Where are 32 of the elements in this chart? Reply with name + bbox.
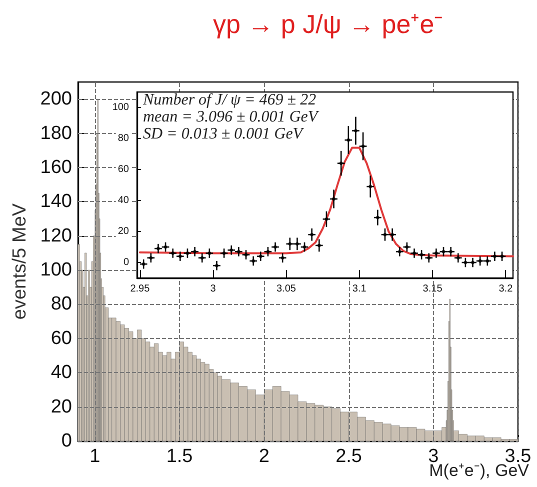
x-tick-label: 3.1 xyxy=(352,284,367,294)
y-tick-label: 200 xyxy=(40,88,72,110)
y-tick-label: 40 xyxy=(50,362,72,384)
y-tick-label: 120 xyxy=(40,225,72,246)
chart-title: γp → p J/ψ → pe⁺e⁻ xyxy=(213,9,444,39)
y-tick-label: 80 xyxy=(118,133,130,144)
y-tick-label: 20 xyxy=(50,396,72,418)
y-tick-label: 60 xyxy=(50,328,72,349)
y-tick-label: 180 xyxy=(40,122,72,144)
y-tick-label: 60 xyxy=(118,164,130,175)
x-tick-label: 3.15 xyxy=(422,284,443,294)
x-tick-label: 2.5 xyxy=(336,446,362,467)
x-tick-label: 3 xyxy=(210,284,216,294)
y-tick-label: 160 xyxy=(40,156,72,178)
y-tick-label: 20 xyxy=(118,226,130,237)
annotation: SD = 0.013 ± 0.001 GeV xyxy=(143,126,305,142)
y-tick-label: 100 xyxy=(40,260,72,281)
y-axis-title: events/5 MeV xyxy=(9,203,30,320)
x-tick-label: 3.05 xyxy=(276,284,296,294)
y-tick-label: 0 xyxy=(123,257,130,268)
y-tick-label: 100 xyxy=(112,102,130,113)
y-tick-label: 40 xyxy=(118,195,130,206)
x-tick-label: 2 xyxy=(258,446,270,467)
annotation: Number of J/ ψ = 469 ± 22 xyxy=(142,92,316,108)
y-tick-label: 0 xyxy=(61,430,72,452)
annotation: mean = 3.096 ± 0.001 GeV xyxy=(143,108,320,126)
y-tick-label: 140 xyxy=(40,191,72,212)
x-tick-label: 1.5 xyxy=(166,446,193,467)
y-tick-label: 80 xyxy=(50,294,72,315)
x-tick-label: 1 xyxy=(90,446,100,467)
x-tick-label: 3.2 xyxy=(498,284,514,294)
x-tick-label: 2.95 xyxy=(130,284,150,294)
